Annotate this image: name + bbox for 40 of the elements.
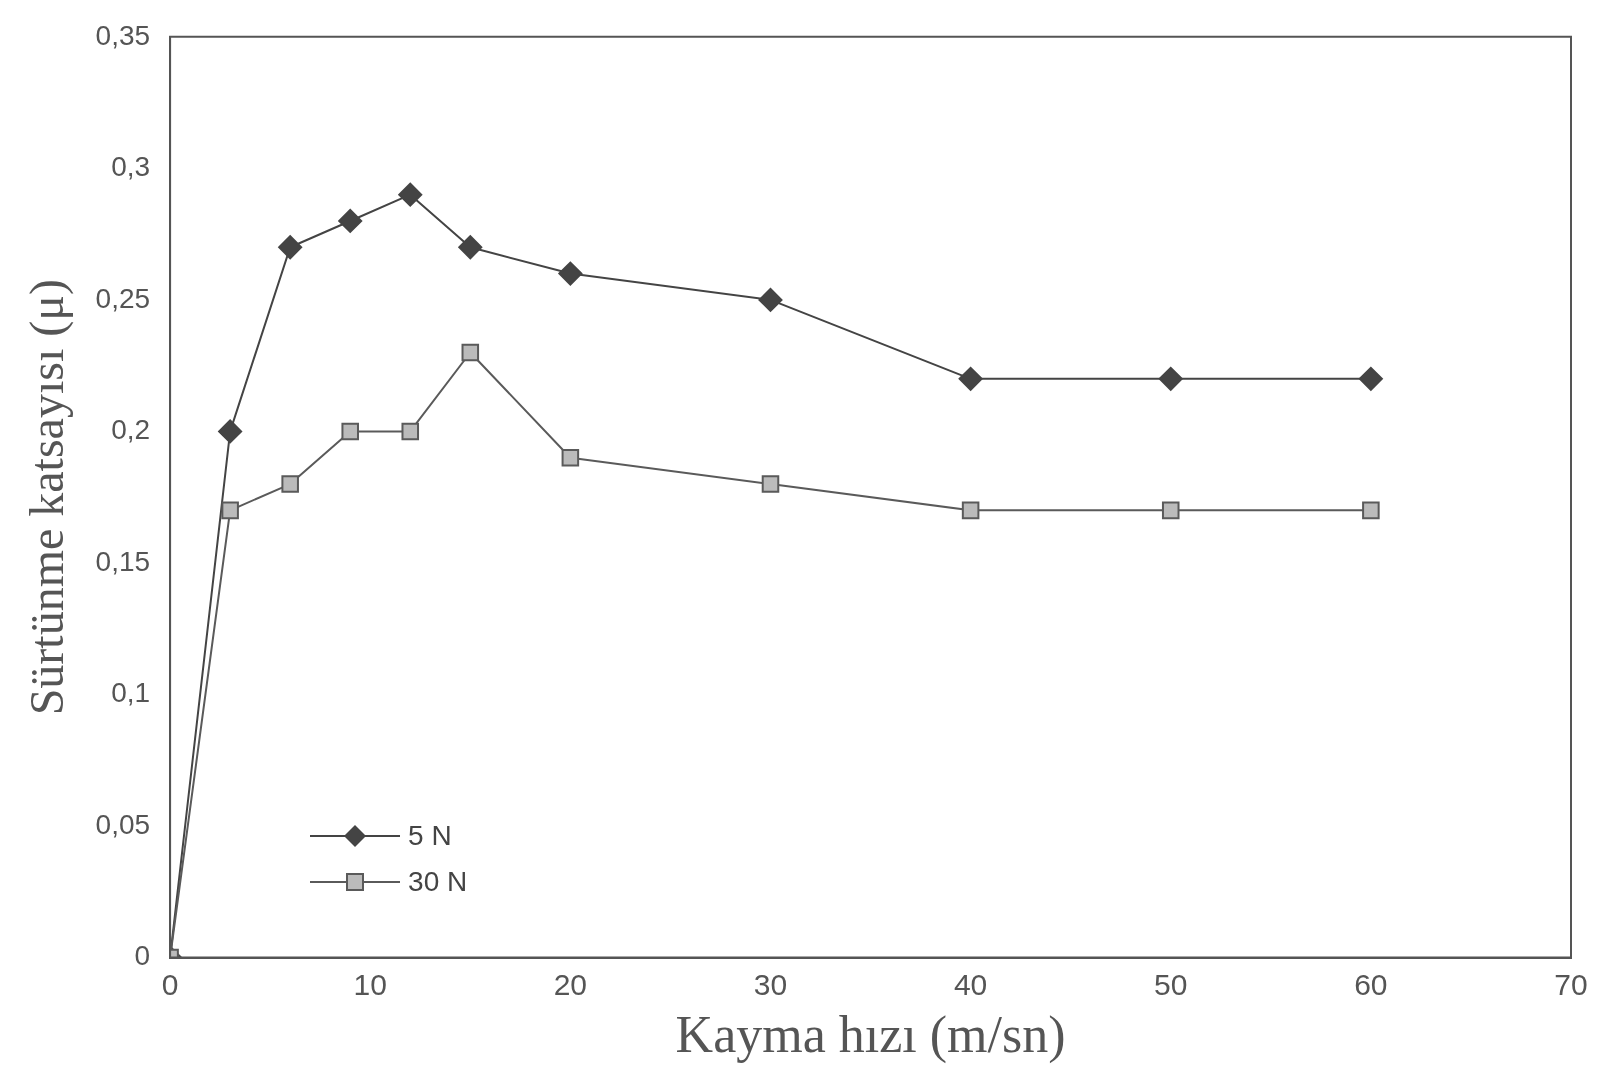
x-tick-label: 60 bbox=[1354, 967, 1388, 1001]
x-tick-label: 0 bbox=[161, 967, 179, 1001]
y-tick-label: 0,1 bbox=[111, 677, 151, 709]
point bbox=[958, 366, 983, 391]
x-tick-label: 30 bbox=[753, 967, 788, 1001]
y-tick-label: 0,3 bbox=[111, 151, 151, 183]
point bbox=[281, 475, 299, 493]
point bbox=[1158, 366, 1183, 391]
y-tick-label: 0,05 bbox=[95, 808, 151, 840]
x-axis-title: Kayma hızı (m/sn) bbox=[675, 1006, 1066, 1065]
y-axis-title: Sürtünme katsayısı (μ) bbox=[20, 279, 75, 716]
x-tick-label: 20 bbox=[553, 967, 588, 1001]
point bbox=[218, 419, 243, 444]
point bbox=[761, 475, 780, 493]
point bbox=[398, 182, 423, 207]
legend-label: 30 N bbox=[408, 865, 468, 898]
y-tick-label: 0,25 bbox=[95, 282, 151, 314]
x-tick-label: 10 bbox=[353, 967, 387, 1001]
point bbox=[338, 208, 363, 233]
point bbox=[1161, 501, 1180, 520]
y-tick-label: 0,35 bbox=[95, 19, 151, 51]
y-tick-label: 0,15 bbox=[95, 545, 151, 577]
point bbox=[1362, 501, 1380, 520]
y-tick-label: 0 bbox=[134, 940, 151, 972]
point bbox=[221, 501, 239, 520]
x-tick-label: 70 bbox=[1554, 967, 1588, 1001]
point bbox=[758, 287, 783, 312]
point bbox=[1358, 366, 1383, 391]
point bbox=[278, 235, 303, 260]
point bbox=[461, 343, 480, 362]
point bbox=[401, 422, 420, 441]
point bbox=[341, 422, 359, 441]
point bbox=[558, 261, 583, 286]
x-tick-label: 50 bbox=[1154, 967, 1188, 1001]
point bbox=[961, 501, 980, 520]
y-tick-label: 0,2 bbox=[111, 414, 151, 446]
x-tick-label: 40 bbox=[953, 967, 988, 1001]
point bbox=[561, 448, 580, 467]
legend-label: 5 N bbox=[408, 819, 452, 852]
point bbox=[458, 235, 483, 260]
